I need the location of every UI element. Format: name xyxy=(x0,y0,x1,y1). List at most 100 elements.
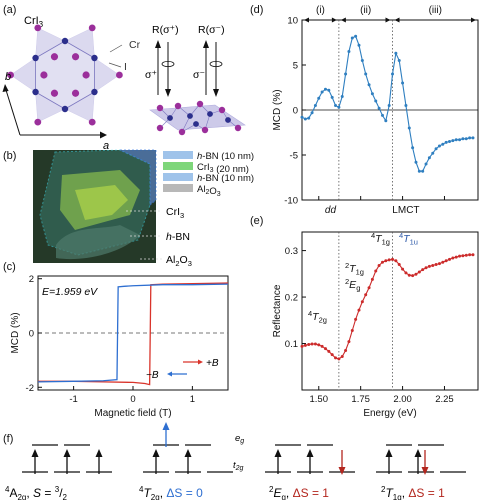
reflectance-point xyxy=(464,253,468,257)
mcd-point xyxy=(431,151,435,155)
mcd-point xyxy=(424,162,428,166)
state-label-1: 4A2g, S = 3/2 xyxy=(5,485,68,500)
reflectance-point xyxy=(370,277,374,281)
mcd-spectrum-chart: 10 5 0 -5 -10 MCD (%) (i) (ii) (iii) dd LMCT xyxy=(272,5,479,216)
panel-a-label: (a) xyxy=(3,4,16,16)
mcd-point xyxy=(384,119,388,123)
reflectance-point xyxy=(327,349,331,353)
reflectance-point xyxy=(417,270,421,274)
slab-chromium-atom xyxy=(193,121,199,127)
y-axis-label: Reflectance xyxy=(272,284,283,337)
mcd-point xyxy=(417,169,421,173)
hysteresis-chart: -1 0 1 2 0 -2 Magnetic field (T) MCD (%) xyxy=(10,274,229,419)
x-tick-label: 1.50 xyxy=(310,394,329,405)
region-bracket-head xyxy=(385,17,391,23)
reflectance-point xyxy=(330,353,334,357)
region-bracket-head xyxy=(304,17,309,23)
plot-frame xyxy=(301,231,479,391)
mcd-point xyxy=(344,72,348,76)
mcd-point xyxy=(374,99,378,103)
reflectance-point xyxy=(340,355,344,359)
lattice-bond xyxy=(64,40,95,59)
crystal-lattice xyxy=(7,24,123,126)
material-label: CrI3 xyxy=(24,15,44,29)
spin-up-arrow-head xyxy=(306,449,314,457)
iodine-atom xyxy=(71,89,80,97)
r-sigma-minus-label: R(σ⁻) xyxy=(198,24,225,36)
crystal-slab xyxy=(149,100,246,136)
x-tick-label: 2.00 xyxy=(393,394,412,405)
reflectance-point xyxy=(407,273,411,277)
mcd-point xyxy=(364,72,368,76)
reflectance-point xyxy=(354,317,358,321)
reflectance-point xyxy=(334,356,338,360)
reflectance-point xyxy=(377,263,381,267)
y-tick-label: 0.2 xyxy=(285,293,298,304)
cr-label: Cr xyxy=(129,39,141,51)
mcd-point xyxy=(434,147,438,151)
iodine-atom xyxy=(116,71,123,79)
y-tick-label: 0 xyxy=(293,106,298,117)
mcd-point xyxy=(370,92,374,96)
slab-iodine-atom xyxy=(196,100,204,108)
reflectance-point xyxy=(357,308,361,312)
region-bracket-head xyxy=(340,17,346,23)
x-tick-label: 2.25 xyxy=(435,394,454,405)
chromium-atom xyxy=(91,54,98,62)
mcd-point xyxy=(394,51,398,55)
legend-swatch xyxy=(163,162,193,170)
sigma-plus-beam xyxy=(155,40,175,97)
slab-iodine-atom xyxy=(218,106,226,114)
state-label-4: 2T1g, ΔS = 1 xyxy=(381,485,445,500)
reflectance-point xyxy=(434,263,438,267)
panel-b-label: (b) xyxy=(3,150,16,162)
term-4t2g: 4T2g xyxy=(308,309,327,325)
reflectance-point xyxy=(367,286,371,290)
chromium-atom xyxy=(32,54,39,62)
mcd-point xyxy=(437,144,441,148)
mcd-point xyxy=(350,36,354,40)
mcd-point xyxy=(404,104,408,107)
reflectance-point xyxy=(444,259,448,263)
callout-hbn: h-BN xyxy=(166,231,190,243)
panel-d-label: (d) xyxy=(250,4,263,16)
sigma-minus-label: σ⁻ xyxy=(193,69,205,81)
legend-label: Al2O3 xyxy=(197,184,221,198)
x-axis-label: Magnetic field (T) xyxy=(94,408,171,419)
mcd-point xyxy=(367,83,371,87)
layer-legend: h-BN (10 nm)CrI3 (20 nm)h-BN (10 nm)Al2O… xyxy=(163,151,254,198)
spin-up-arrow-head xyxy=(184,449,192,457)
legend-label: h-BN (10 nm) xyxy=(197,173,254,184)
reflectance-point xyxy=(411,274,415,278)
x-axis-label: Energy (eV) xyxy=(363,408,416,419)
reflectance-point xyxy=(320,344,324,348)
panel-e-label: (e) xyxy=(250,215,263,227)
region-bracket-head xyxy=(471,17,476,23)
state-label-2: 4T2g, ΔS = 0 xyxy=(139,485,203,500)
legend-label: CrI3 (20 nm) xyxy=(197,162,249,175)
reflectance-point xyxy=(424,266,428,270)
y-tick-label: 0 xyxy=(29,329,34,340)
region-name-dd: dd xyxy=(325,205,337,216)
reflectance-point xyxy=(387,258,391,262)
term-2t1g: 2T1g xyxy=(345,261,364,277)
callout-al2o3: Al2O3 xyxy=(166,254,192,268)
mcd-point xyxy=(347,50,351,53)
t2g-label: t2g xyxy=(233,460,244,472)
slab-iodine-atom xyxy=(178,128,186,136)
octahedron-face xyxy=(94,57,120,93)
energy-annotation: E=1.959 eV xyxy=(42,286,98,298)
panel-b: (b) h-BN (10 nm)CrI3 (20 nm)h-BN (10 nm)… xyxy=(3,149,254,268)
y-tick-label: 0.1 xyxy=(285,339,298,350)
panel-f-label: (f) xyxy=(3,433,13,445)
region-label: (ii) xyxy=(360,5,371,16)
term-4t1u: 4T1u xyxy=(399,231,418,247)
lattice-bond xyxy=(35,40,66,59)
mcd-point xyxy=(303,117,307,121)
excited-spin-arrow-head xyxy=(162,422,170,430)
mcd-point xyxy=(357,43,361,47)
spin-down-arrow-head xyxy=(338,467,346,475)
iodine-atom xyxy=(7,71,14,79)
lattice-background xyxy=(35,41,95,109)
reflectance-series xyxy=(301,254,473,360)
